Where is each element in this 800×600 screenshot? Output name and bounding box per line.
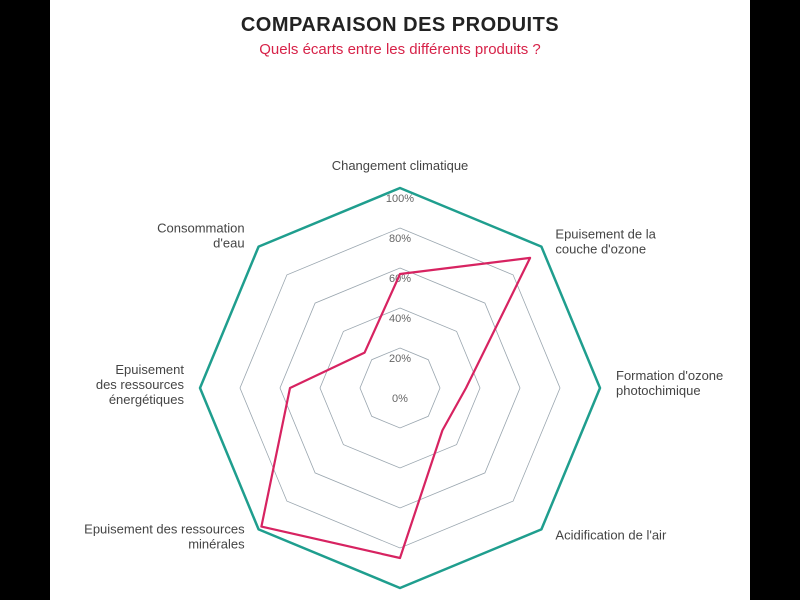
series-produit-b bbox=[261, 258, 530, 558]
axis-label: Epuisementdes ressourcesénergétiques bbox=[96, 362, 185, 407]
axis-label: Acidification de l'air bbox=[555, 527, 667, 542]
grid-ring bbox=[200, 188, 600, 588]
axis-label: Consommationd'eau bbox=[157, 221, 244, 251]
ring-tick-label: 20% bbox=[389, 353, 411, 365]
axis-label: Formation d'ozonephotochimique bbox=[616, 368, 723, 398]
grid-ring bbox=[320, 308, 480, 468]
radar-chart: 0%20%40%60%80%100%Changement climatiqueE… bbox=[50, 58, 750, 598]
page-title: COMPARAISON DES PRODUITS bbox=[50, 14, 750, 37]
ring-tick-label: 100% bbox=[386, 193, 414, 205]
ring-tick-label: 80% bbox=[389, 233, 411, 245]
grid-ring bbox=[280, 268, 520, 508]
ring-tick-label: 0% bbox=[392, 393, 408, 405]
ring-tick-label: 40% bbox=[389, 313, 411, 325]
page-subtitle: Quels écarts entre les différents produi… bbox=[50, 41, 750, 58]
axis-label: Epuisement de lacouche d'ozone bbox=[555, 227, 656, 257]
axis-label: Changement climatique bbox=[332, 158, 469, 173]
series-produit-a bbox=[200, 188, 600, 588]
axis-label: Epuisement des ressourcesminérales bbox=[84, 521, 245, 551]
chart-card: COMPARAISON DES PRODUITS Quels écarts en… bbox=[50, 0, 750, 600]
